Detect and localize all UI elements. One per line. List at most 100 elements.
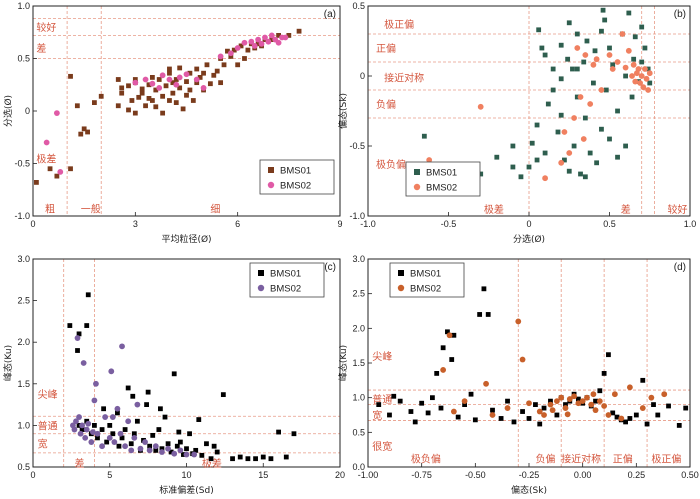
x-tick-label: 0 [30,470,35,480]
data-point [234,45,241,51]
x-tick-label: -0.75 [411,470,432,480]
data-point [214,68,220,74]
data-point [618,415,625,422]
data-point [633,412,639,418]
data-point [85,420,92,427]
data-point [145,389,151,395]
data-point [526,400,532,407]
data-point [132,110,138,116]
data-point [596,398,603,405]
data-point [136,94,142,100]
data-point [253,456,258,462]
data-point [166,76,173,83]
data-point [131,431,137,437]
data-point [74,103,80,109]
data-point [225,48,230,54]
data-point [143,103,148,109]
data-point [149,98,155,103]
data-point [194,66,200,72]
data-point [115,77,121,82]
data-point [139,90,145,96]
data-point [255,36,262,43]
data-point [526,164,532,170]
y-tick-label: -0.5 [349,141,365,151]
data-point [510,143,516,149]
data-point [147,443,153,449]
series-bms02 [426,31,653,182]
data-point [642,45,648,51]
data-point [558,76,564,82]
y-axis-label: 分选(Ø) [2,95,14,127]
x-tick-label: 0 [526,219,531,229]
data-point [176,74,183,81]
data-point [639,59,645,65]
data-point [132,77,138,82]
data-point [177,439,183,445]
data-point [201,70,206,76]
data-point [455,414,461,420]
data-point [227,50,234,57]
data-point [549,407,556,414]
data-point [643,75,650,82]
series-bms01 [421,7,653,180]
data-point [575,396,581,402]
legend-marker [257,284,265,292]
data-point [126,107,131,113]
region-annotation: 接近对称 [561,453,601,466]
data-point [489,412,496,418]
data-point [153,104,159,110]
data-point [419,400,425,406]
data-point [128,447,135,454]
data-point [211,443,217,449]
x-tick-label: 1.0 [684,219,697,229]
data-point [282,34,289,41]
data-point [582,52,589,58]
data-point [193,76,200,83]
data-point [515,318,522,325]
data-point [126,83,131,89]
data-point [99,427,105,432]
data-point [574,45,581,51]
data-point [47,166,53,172]
data-point [438,405,444,411]
data-point [630,61,637,68]
x-tick-label: -0.5 [441,219,457,229]
data-point [623,73,628,79]
data-point [258,40,265,47]
data-point [646,70,653,77]
data-point [550,66,556,72]
data-point [655,412,661,418]
y-tick-label: 0.5 [352,427,365,437]
data-point [67,323,73,328]
data-point [181,452,186,457]
data-point [173,81,180,88]
y-tick-label: 1.0 [352,393,365,403]
legend: BMS01 BMS02 [259,159,335,195]
data-point [177,85,183,91]
data-point [626,384,633,391]
x-tick-label: -1.00 [358,470,379,480]
data-point [82,434,89,441]
y-tick-label: -1.0 [14,211,30,221]
data-point [76,423,82,428]
y-tick-label: 3.0 [17,254,30,264]
data-point [149,75,155,80]
region-annotation: 差 [36,42,46,55]
data-point [599,126,604,132]
x-tick-label: 0.5 [603,219,616,229]
data-point [177,447,184,454]
data-point [146,96,152,101]
data-point [180,106,186,112]
data-point [91,397,98,404]
data-point [218,80,224,86]
data-point [248,38,255,45]
data-point [214,449,220,455]
data-point [623,143,628,149]
data-point [211,72,217,78]
data-point [593,398,598,404]
y-tick-label: 0.0 [352,462,365,472]
x-axis-label: 偏态(Sk) [511,484,547,496]
data-point [445,329,450,335]
data-point [159,446,165,452]
